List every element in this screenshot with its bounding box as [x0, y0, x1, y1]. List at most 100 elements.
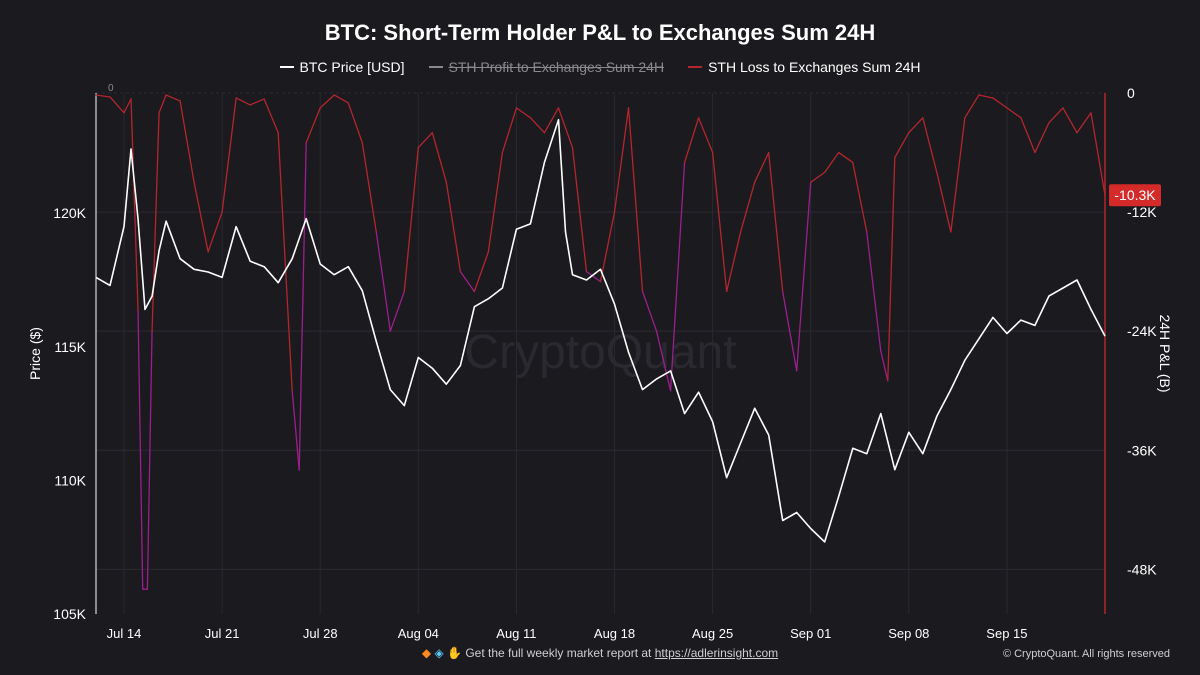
last-value-badge: -10.3K: [1114, 187, 1156, 203]
loss-segment: [557, 107, 574, 149]
loss-segment: [319, 94, 335, 109]
x-tick-label: Aug 04: [398, 626, 439, 641]
legend-swatch-profit: [428, 66, 443, 68]
loss-segment: [571, 146, 588, 273]
loss-segment: [130, 98, 139, 312]
legend-label-price: BTC Price [USD]: [299, 59, 405, 75]
left-tick-label: 105K: [53, 606, 86, 622]
x-tick-label: Aug 25: [692, 626, 733, 641]
loss-segment: [711, 151, 728, 293]
price-series: [95, 118, 1106, 543]
loss-segment: [298, 141, 307, 471]
left-tick-label: 115K: [54, 339, 86, 355]
loss-segment: [151, 112, 160, 332]
loss-segment: [894, 132, 910, 159]
loss-segment: [796, 181, 812, 372]
x-tick-label: Jul 21: [205, 626, 240, 641]
y-right-title: 24H P&L (B): [1157, 314, 1173, 392]
loss-segment: [361, 141, 377, 233]
legend-item-price[interactable]: BTC Price [USD]: [279, 59, 405, 75]
loss-segment: [1062, 107, 1078, 134]
legend-item-profit[interactable]: STH Profit to Exchanges Sum 24H: [428, 59, 665, 75]
loss-segment: [165, 94, 181, 102]
loss-segment: [417, 132, 433, 149]
copyright: © CryptoQuant. All rights reserved: [1002, 648, 1170, 660]
loss-segment: [459, 270, 476, 293]
loss-segment: [964, 94, 980, 119]
loss-segment: [501, 107, 518, 154]
loss-segment: [922, 117, 938, 174]
loss-segment: [627, 107, 644, 293]
legend-label-loss: STH Loss to Exchanges Sum 24H: [708, 59, 921, 75]
loss-segment: [207, 211, 223, 253]
loss-segment: [1048, 107, 1064, 124]
loss-segment: [887, 156, 896, 382]
legend-item-loss[interactable]: STH Loss to Exchanges Sum 24H: [688, 59, 921, 75]
price-line: [95, 118, 1106, 543]
loss-segment: [810, 171, 826, 183]
gem-icon: ◈: [434, 646, 444, 660]
loss-segment: [739, 181, 756, 233]
loss-segment: [950, 117, 966, 233]
loss-segment: [866, 231, 882, 352]
loss-segment: [880, 350, 889, 382]
loss-segment: [95, 94, 111, 98]
loss-segment: [992, 97, 1008, 109]
loss-segment: [543, 107, 560, 134]
loss-segment: [754, 151, 770, 183]
loss-segment: [193, 181, 209, 253]
loss-segment: [123, 98, 132, 114]
loss-segment: [1090, 112, 1106, 196]
loss-segment: [291, 390, 300, 471]
loss-segment: [529, 117, 546, 134]
loss-segment: [277, 132, 293, 392]
axes: [95, 93, 1106, 614]
loss-segment: [908, 117, 924, 134]
x-tick-label: Jul 28: [303, 626, 338, 641]
y-left-title: Price ($): [27, 327, 43, 380]
orange-diamond-icon: ◆: [421, 646, 432, 660]
footer: ◆ ◈ ✋ Get the full weekly market report …: [0, 646, 1200, 660]
grid-lines: [96, 92, 1105, 614]
legend-swatch-price: [279, 66, 294, 68]
loss-segment: [683, 117, 700, 164]
x-tick-label: Sep 08: [888, 626, 929, 641]
loss-segment: [431, 132, 447, 183]
x-tick-label: Aug 11: [496, 626, 536, 641]
x-tick-label: Jul 14: [107, 626, 142, 641]
loss-segment: [179, 100, 195, 183]
right-tick-label: 0: [1127, 85, 1135, 101]
last-value-badge-bg: [1109, 184, 1161, 207]
loss-segment: [487, 151, 504, 253]
loss-segment: [936, 171, 952, 233]
watermark-text: CryptoQuant: [464, 326, 736, 379]
loss-segment: [669, 161, 686, 392]
loss-segment: [221, 97, 237, 213]
footer-link[interactable]: https://adlerinsight.com: [654, 646, 779, 660]
loss-segment: [347, 102, 363, 144]
watermark: CryptoQuant: [464, 326, 736, 379]
loss-segment: [782, 290, 798, 372]
loss-segment: [249, 98, 265, 106]
left-tick-label: 120K: [53, 205, 86, 221]
loss-segment: [146, 330, 153, 590]
legend-label-profit: STH Profit to Exchanges Sum 24H: [448, 59, 665, 75]
x-tick-label: Sep 01: [790, 626, 831, 641]
legend: BTC Price [USD] STH Profit to Exchanges …: [0, 59, 1200, 75]
x-tick-label: Aug 18: [594, 626, 635, 641]
loss-segment: [655, 330, 672, 392]
loss-segment: [599, 211, 616, 283]
loss-segment: [725, 231, 742, 293]
loss-segment: [109, 96, 125, 114]
left-tick-label: 110K: [54, 472, 86, 488]
loss-segment: [585, 270, 602, 283]
right-tick-label: -12K: [1127, 204, 1157, 220]
right-tick-label: -48K: [1127, 561, 1157, 577]
loss-segment: [473, 251, 490, 293]
loss-segment: [305, 107, 321, 144]
loss-segment: [333, 94, 349, 104]
loss-segment: [1034, 122, 1050, 154]
loss-segment: [978, 94, 994, 99]
right-tick-label: -24K: [1127, 323, 1157, 339]
